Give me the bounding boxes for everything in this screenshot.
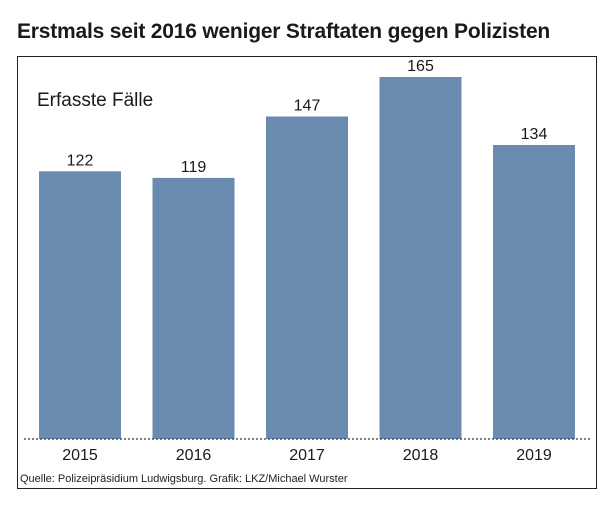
x-tick-label-2015: 2015 [62,447,98,464]
bar-2017 [266,116,348,439]
x-tick-label-2016: 2016 [176,447,212,464]
bars-group: 122 2015 119 2016 147 2017 165 2018 134 2019 [39,58,575,464]
x-tick-label-2018: 2018 [403,447,439,464]
bar-2015 [39,171,121,440]
value-label-2016: 119 [181,159,207,176]
value-label-2019: 134 [521,126,548,143]
y-axis-label: Erfasste Fälle [37,90,153,111]
x-tick-label-2019: 2019 [516,447,552,464]
value-label-2018: 165 [407,58,434,75]
chart-frame [17,56,597,489]
value-label-2015: 122 [67,152,94,169]
bar-2018 [379,77,462,439]
x-tick-label-2017: 2017 [289,447,325,464]
value-label-2017: 147 [294,98,321,115]
source-note: Quelle: Polizeipräsidium Ludwigsburg. Gr… [20,473,348,485]
chart-title: Erstmals seit 2016 weniger Straftaten ge… [17,20,551,43]
bar-2019 [493,145,575,439]
bar-2016 [152,177,235,439]
